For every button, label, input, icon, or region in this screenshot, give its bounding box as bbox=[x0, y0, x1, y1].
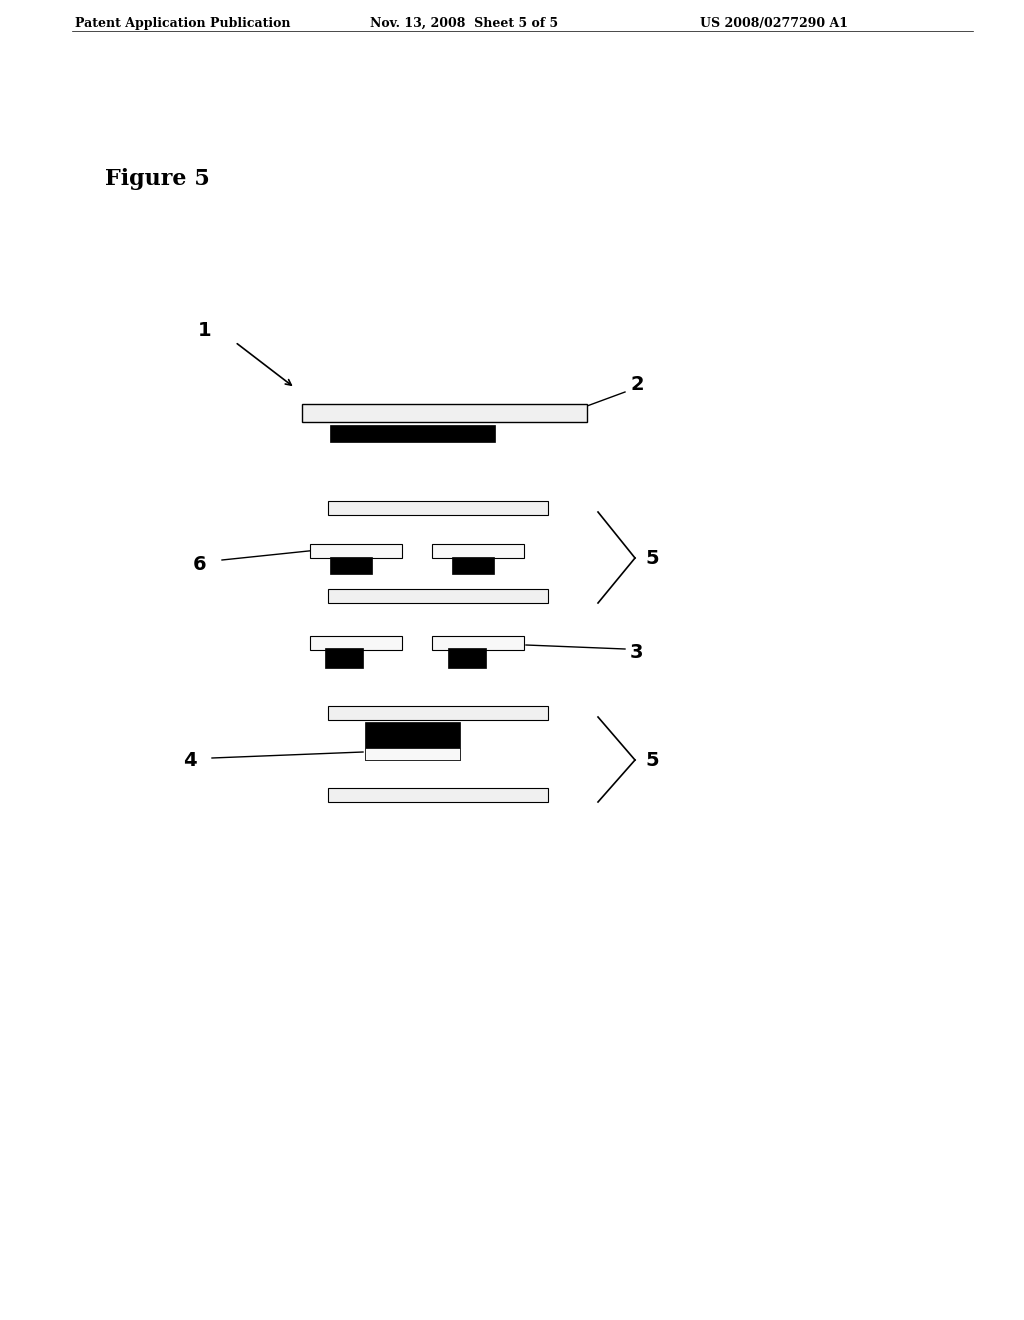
Text: 4: 4 bbox=[183, 751, 197, 770]
Text: 3: 3 bbox=[630, 643, 643, 661]
Bar bbox=[328, 589, 548, 603]
Bar bbox=[449, 648, 486, 668]
Text: US 2008/0277290 A1: US 2008/0277290 A1 bbox=[700, 17, 848, 30]
Bar bbox=[432, 544, 524, 558]
Bar bbox=[302, 404, 587, 422]
Text: 5: 5 bbox=[645, 549, 658, 568]
Text: 6: 6 bbox=[194, 556, 207, 574]
Bar bbox=[365, 748, 460, 760]
Bar bbox=[432, 636, 524, 649]
Bar bbox=[328, 502, 548, 515]
Text: 2: 2 bbox=[630, 375, 644, 395]
Text: Patent Application Publication: Patent Application Publication bbox=[75, 17, 291, 30]
Bar bbox=[310, 544, 402, 558]
Bar bbox=[328, 788, 548, 803]
Bar bbox=[310, 636, 402, 649]
Text: Nov. 13, 2008  Sheet 5 of 5: Nov. 13, 2008 Sheet 5 of 5 bbox=[370, 17, 558, 30]
Bar bbox=[330, 557, 372, 574]
Bar bbox=[328, 706, 548, 719]
Text: 5: 5 bbox=[645, 751, 658, 770]
Bar bbox=[325, 648, 362, 668]
Bar bbox=[452, 557, 494, 574]
Text: Figure 5: Figure 5 bbox=[105, 168, 210, 190]
Bar bbox=[365, 722, 460, 760]
Bar bbox=[330, 425, 495, 442]
Text: 1: 1 bbox=[199, 321, 212, 339]
